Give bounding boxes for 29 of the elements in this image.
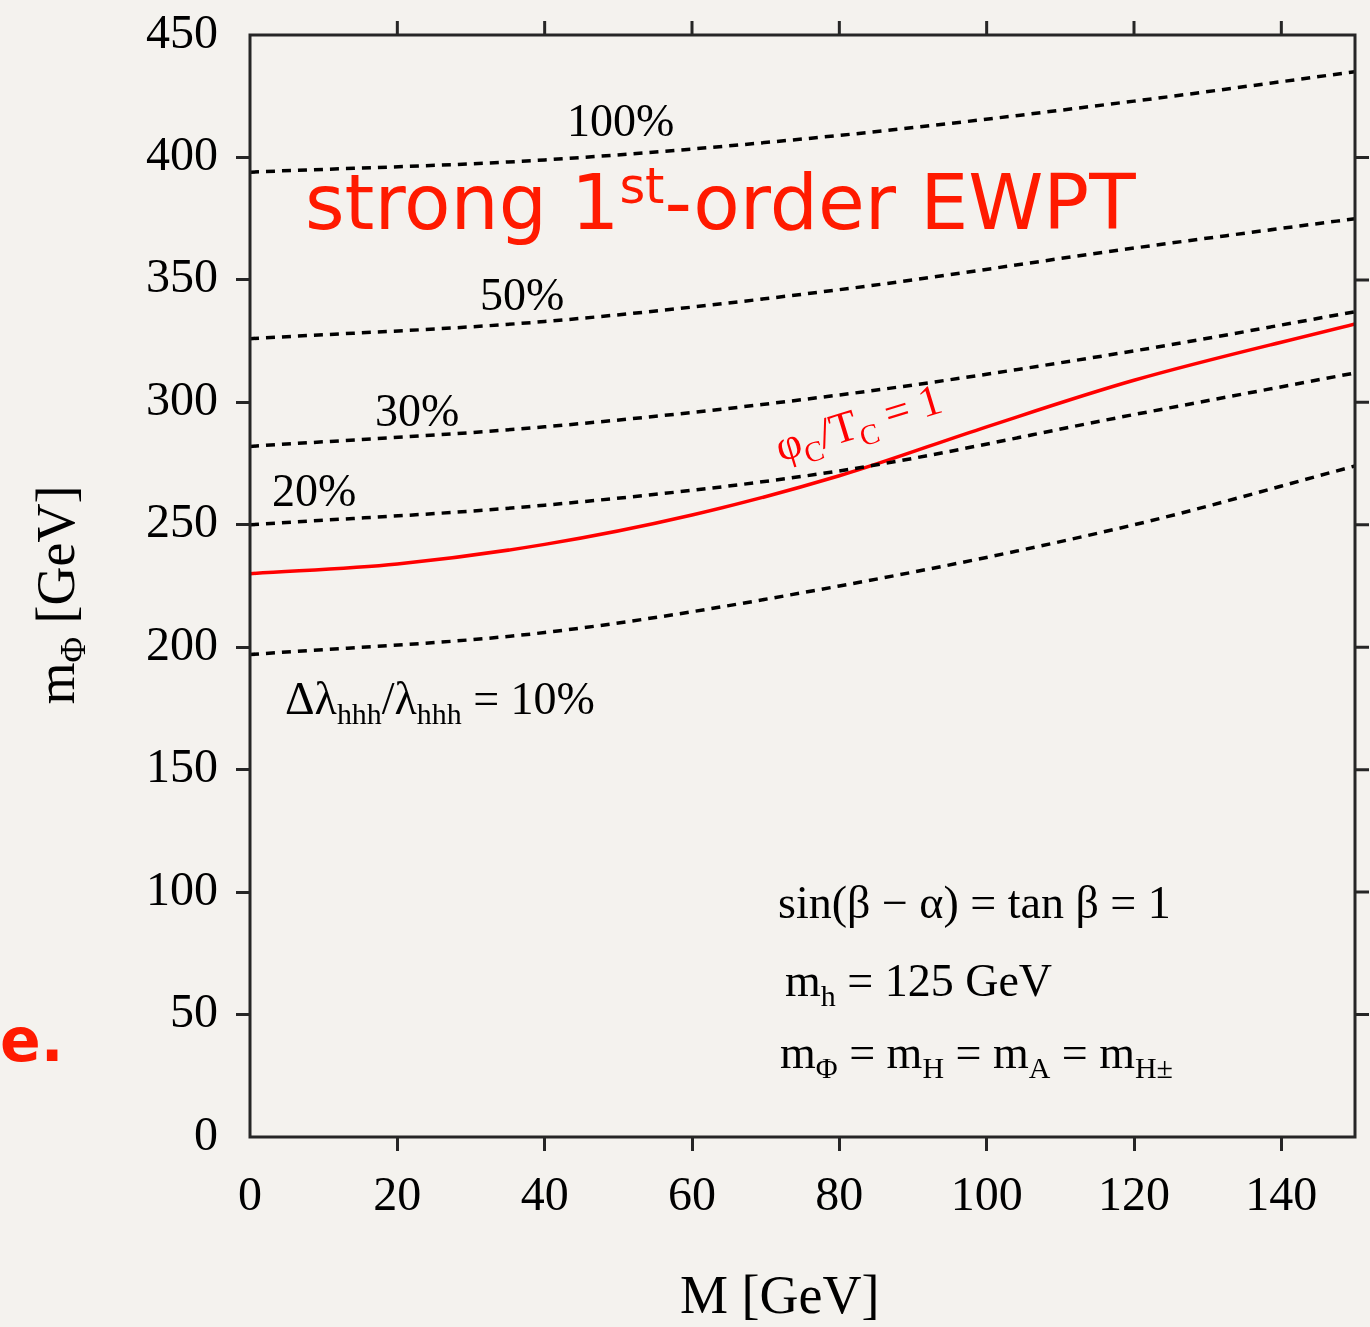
x-tick-label: 120 xyxy=(1098,1167,1170,1221)
y-tick-label: 100 xyxy=(146,861,218,915)
annotation: m$_{h}$ = 125 GeV xyxy=(785,955,1053,1013)
x-tick-label: 0 xyxy=(238,1167,262,1221)
annotation: 50% xyxy=(480,269,565,320)
annotation: 100% xyxy=(567,95,675,146)
x-tick-label: 140 xyxy=(1245,1167,1318,1221)
y-tick-label: 450 xyxy=(146,4,218,58)
annotation: sin(β − α) = tan β = 1 xyxy=(778,877,1171,928)
x-tick-label: 100 xyxy=(950,1167,1023,1221)
y-tick-label: 0 xyxy=(194,1106,218,1160)
y-tick-label: 50 xyxy=(170,984,218,1038)
y-tick-label: 250 xyxy=(146,494,218,548)
x-tick-label: 80 xyxy=(815,1167,864,1221)
annotation: 20% xyxy=(272,465,357,516)
x-tick-label: 20 xyxy=(373,1167,422,1221)
annotation: m$_{Φ}$ = m$_{H}$ = m$_{A}$ = m$_{H±}$ xyxy=(780,1027,1174,1085)
x-axis-title: M [GeV] xyxy=(680,1265,880,1325)
y-tick-label: 350 xyxy=(146,249,218,303)
y-tick-label: 300 xyxy=(146,371,218,425)
text: e. xyxy=(0,1005,64,1075)
annotation: strong 1$^{st}$-order EWPT xyxy=(305,157,1136,248)
y-tick-label: 400 xyxy=(146,127,218,181)
annotation: 30% xyxy=(375,385,460,436)
y-tick-label: 200 xyxy=(146,616,218,670)
y-tick-label: 150 xyxy=(146,739,218,793)
x-tick-label: 60 xyxy=(668,1167,716,1221)
annotation: Δλ$_{hhh}$/λ$_{hhh}$ = 10% xyxy=(285,673,595,731)
x-tick-label: 40 xyxy=(520,1167,569,1221)
